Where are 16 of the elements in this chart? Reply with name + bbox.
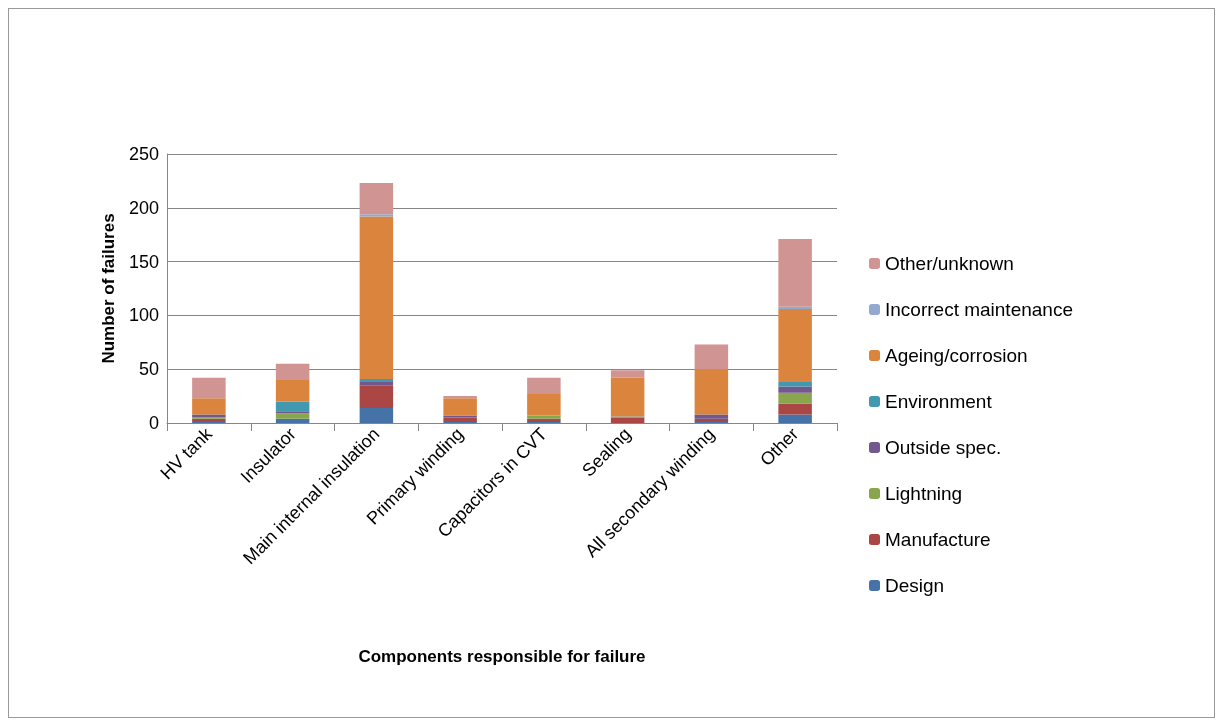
y-tick-label: 200 [128, 197, 159, 218]
y-tick-label: 100 [128, 305, 159, 326]
legend-label: Environment [885, 391, 993, 412]
legend-label: Design [885, 575, 945, 596]
legend-label: Manufacture [885, 529, 991, 550]
legend-label: Other/unknown [885, 253, 1014, 274]
y-axis-title: Number of failures [99, 213, 118, 364]
legend-label: Outside spec. [885, 437, 1002, 458]
legend-label: Ageing/corrosion [885, 345, 1028, 366]
y-tick-label: 50 [138, 359, 159, 380]
legend-label: Incorrect maintenance [885, 299, 1073, 320]
y-tick-label: 0 [148, 413, 159, 433]
legend-label: Lightning [885, 483, 963, 504]
y-tick-label: 250 [128, 144, 159, 164]
x-axis-title: Components responsible for failure [358, 647, 646, 666]
y-tick-label: 150 [128, 251, 159, 272]
